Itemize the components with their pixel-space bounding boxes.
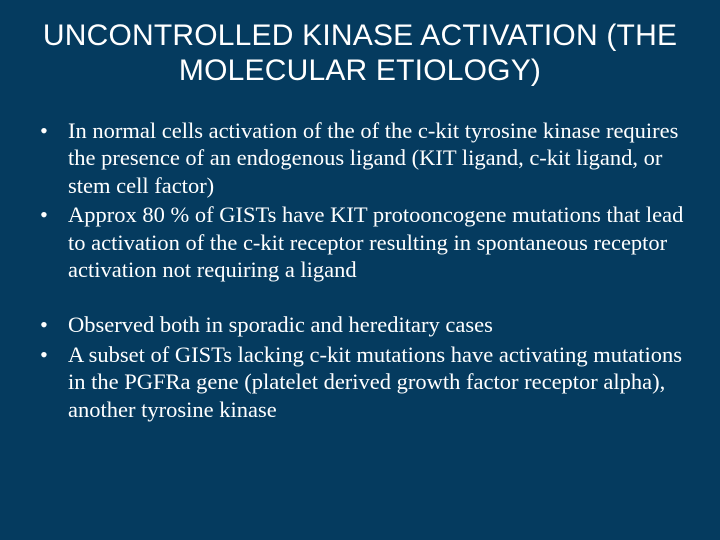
slide: UNCONTROLLED KINASE ACTIVATION (THE MOLE… <box>0 0 720 540</box>
list-item: A subset of GISTs lacking c-kit mutation… <box>34 341 692 423</box>
slide-title: UNCONTROLLED KINASE ACTIVATION (THE MOLE… <box>28 18 692 89</box>
list-item: Observed both in sporadic and hereditary… <box>34 311 692 338</box>
bullet-list: Observed both in sporadic and hereditary… <box>34 311 692 423</box>
list-item: Approx 80 % of GISTs have KIT protooncog… <box>34 201 692 283</box>
bullet-group: Observed both in sporadic and hereditary… <box>34 311 692 423</box>
list-item: In normal cells activation of the of the… <box>34 117 692 199</box>
bullet-list: In normal cells activation of the of the… <box>34 117 692 284</box>
bullet-group: In normal cells activation of the of the… <box>34 117 692 284</box>
